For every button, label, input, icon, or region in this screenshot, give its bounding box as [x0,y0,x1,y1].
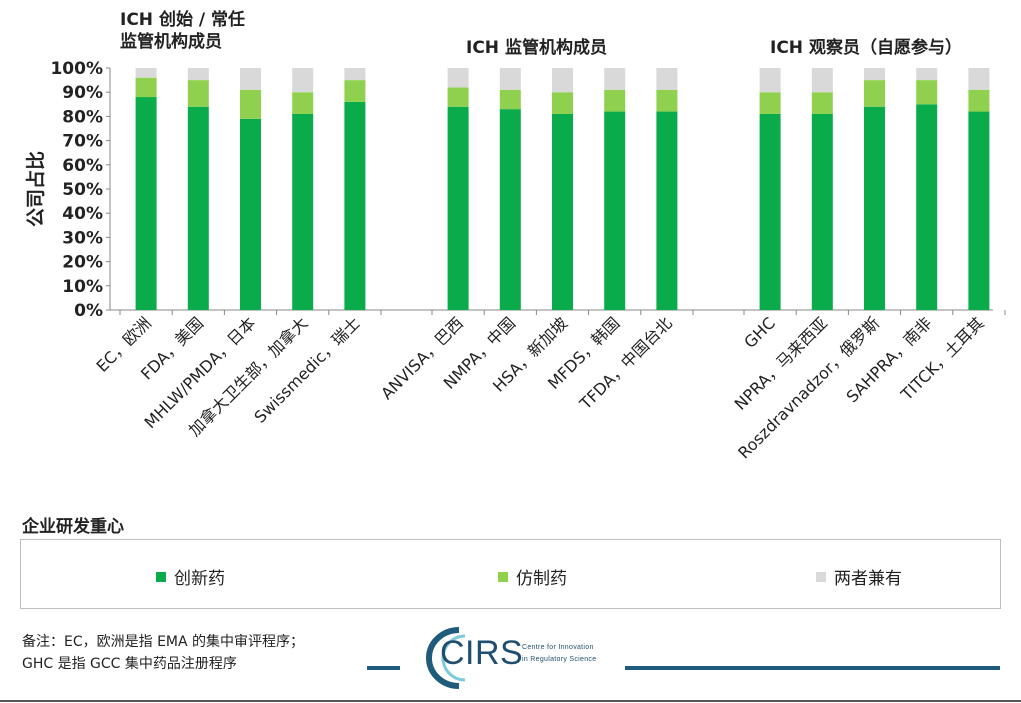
bar-innovative [968,111,990,310]
bar-generic [656,89,678,112]
legend-item-generic: 仿制药 [498,564,567,589]
bar-both [604,68,626,90]
bar-innovative [344,101,366,310]
y-tick-label: 100% [50,59,103,79]
bar-innovative [187,106,209,310]
bar-both [811,68,833,93]
bar-innovative [604,111,626,310]
bar-generic [759,92,781,114]
bar-both [135,68,157,78]
y-tick-label: 10% [62,277,103,297]
bar-generic [552,92,573,114]
legend-swatch-both [816,571,826,582]
bar-generic [604,89,626,112]
bar-both [499,68,521,90]
plot-area: 0%10%20%30%40%50%60%70%80%90%100%公司占比EC，… [24,59,1006,462]
bar-generic [240,89,261,119]
legend: 创新药 仿制药 两者兼有 [20,539,1001,609]
x-tick-label: NPRA，马来西亚 [731,313,831,413]
bar-innovative [656,111,678,310]
bar-innovative [864,106,885,310]
logo-text: CIRS [440,634,524,672]
logo-subtitle-1: Centre for Innovation [522,644,594,651]
bar-innovative [811,113,833,310]
footnote-line-2: GHC 是指 GCC 集中药品注册程序 [22,656,237,672]
group-title-founding: ICH 创始 / 常任 监管机构成员 [120,10,245,52]
y-tick-label: 70% [62,132,103,152]
bar-generic [344,80,366,102]
bar-generic [864,80,885,107]
bar-innovative [759,113,781,310]
legend-label-generic: 仿制药 [516,569,567,589]
bar-both [344,68,366,81]
bar-innovative [552,113,573,310]
footer-line-left [367,666,400,670]
bar-innovative [292,113,314,310]
bottom-rule [0,700,1021,702]
y-tick-label: 20% [62,253,103,273]
y-tick-label: 30% [62,228,103,248]
logo-subtitle-2: in Regulatory Science [522,656,597,663]
bar-generic [811,92,833,114]
bar-generic [447,87,469,107]
bar-both [447,68,469,88]
bar-both [916,68,938,81]
bar-innovative [135,97,157,310]
bar-innovative [499,109,521,310]
bar-innovative [447,106,469,310]
footnote: 备注：EC，欧洲是指 EMA 的集中审评程序； GHC 是指 GCC 集中药品注… [22,631,304,675]
bar-generic [916,80,938,105]
bar-both [292,68,314,93]
bar-generic [968,89,990,112]
legend-title: 企业研发重心 [22,517,124,537]
bar-both [759,68,781,93]
bar-innovative [240,118,261,310]
legend-swatch-innovative [156,571,166,582]
bar-generic [135,77,157,98]
bar-innovative [916,104,938,310]
legend-label-both: 两者兼有 [834,569,902,589]
bar-both [968,68,990,90]
legend-swatch-generic [498,571,508,582]
cirs-logo: CIRS Centre for Innovation in Regulatory… [425,626,615,690]
legend-label-innovative: 创新药 [174,569,225,589]
legend-item-innovative: 创新药 [156,564,225,589]
bar-both [864,68,885,81]
x-tick-label: TFDA，中国台北 [575,313,675,413]
y-tick-label: 50% [62,180,103,200]
bar-generic [187,80,209,107]
bar-both [240,68,261,90]
logo-arc-icon [426,627,466,689]
bar-both [187,68,209,81]
stacked-bar-chart: 0%10%20%30%40%50%60%70%80%90%100%公司占比EC，… [24,59,1006,462]
y-tick-label: 90% [62,83,103,103]
y-tick-label: 40% [62,204,103,224]
footer-line-right [625,666,1000,670]
y-tick-label: 0% [74,301,103,321]
bar-generic [292,92,314,114]
y-axis-label: 公司占比 [24,151,47,227]
bar-generic [499,89,521,110]
bar-both [552,68,573,93]
group-title-observers: ICH 观察员（自愿参与） [770,38,962,58]
x-tick-label: GHC [740,313,779,352]
y-tick-label: 60% [62,156,103,176]
y-tick-label: 80% [62,107,103,127]
bar-both [656,68,678,90]
group-title-members: ICH 监管机构成员 [466,38,607,58]
legend-item-both: 两者兼有 [816,564,902,589]
footnote-line-1: 备注：EC，欧洲是指 EMA 的集中审评程序； [22,634,305,650]
